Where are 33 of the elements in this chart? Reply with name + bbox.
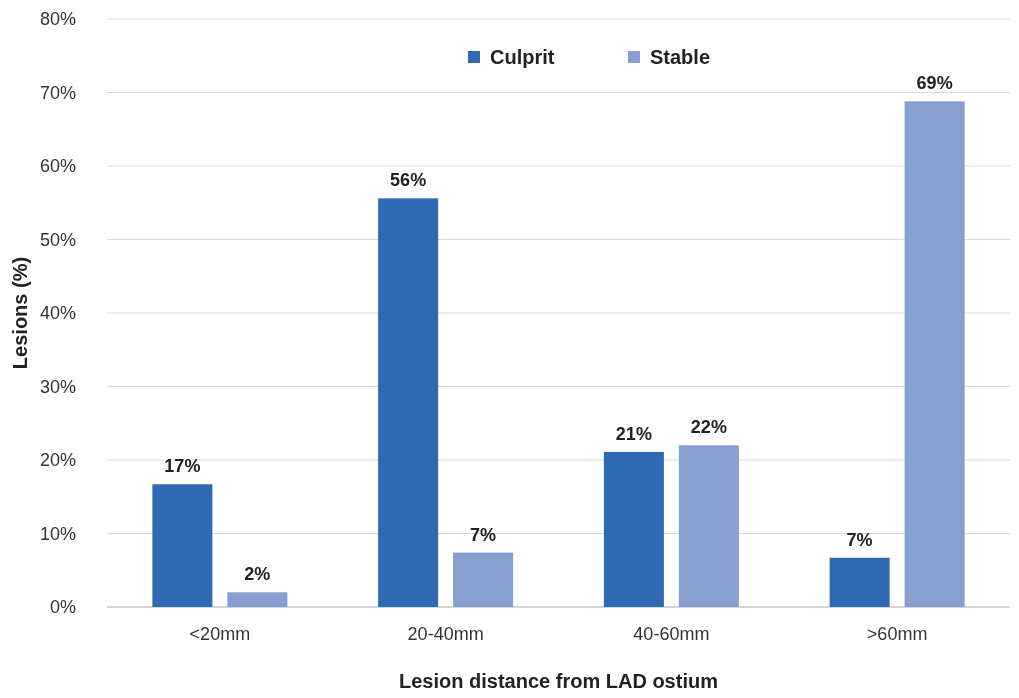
data-label: 2% <box>244 564 271 585</box>
bar <box>227 592 288 607</box>
bar <box>829 557 890 607</box>
y-tick-label: 30% <box>39 376 76 397</box>
y-axis-title: Lesions (%) <box>9 256 31 370</box>
data-label: 7% <box>470 524 497 545</box>
legend-label: Stable <box>650 46 711 68</box>
x-axis-title: Lesion distance from LAD ostium <box>399 670 718 692</box>
data-label: 22% <box>690 417 727 438</box>
bar <box>678 445 739 607</box>
data-label: 56% <box>390 170 427 191</box>
data-label: 69% <box>916 73 953 94</box>
y-tick-label: 10% <box>39 523 76 544</box>
y-tick-label: 40% <box>39 303 76 324</box>
x-tick-label: 20-40mm <box>407 624 484 644</box>
y-tick-label: 80% <box>39 9 76 30</box>
y-tick-label: 70% <box>39 82 76 103</box>
bar <box>904 101 965 607</box>
data-label: 21% <box>615 423 652 444</box>
y-tick-label: 50% <box>39 229 76 250</box>
bar <box>603 451 664 607</box>
x-tick-label: <20mm <box>189 624 251 644</box>
x-tick-label: 40-60mm <box>633 624 710 644</box>
y-tick-label: 60% <box>39 156 76 177</box>
y-tick-label: 20% <box>39 450 76 471</box>
bar <box>152 484 213 607</box>
data-label: 7% <box>846 529 873 550</box>
x-tick-label: >60mm <box>866 624 928 644</box>
bar <box>453 552 514 607</box>
legend-label: Culprit <box>490 46 555 68</box>
data-label: 17% <box>164 456 201 477</box>
bar <box>378 198 439 607</box>
y-tick-label: 0% <box>49 597 76 618</box>
